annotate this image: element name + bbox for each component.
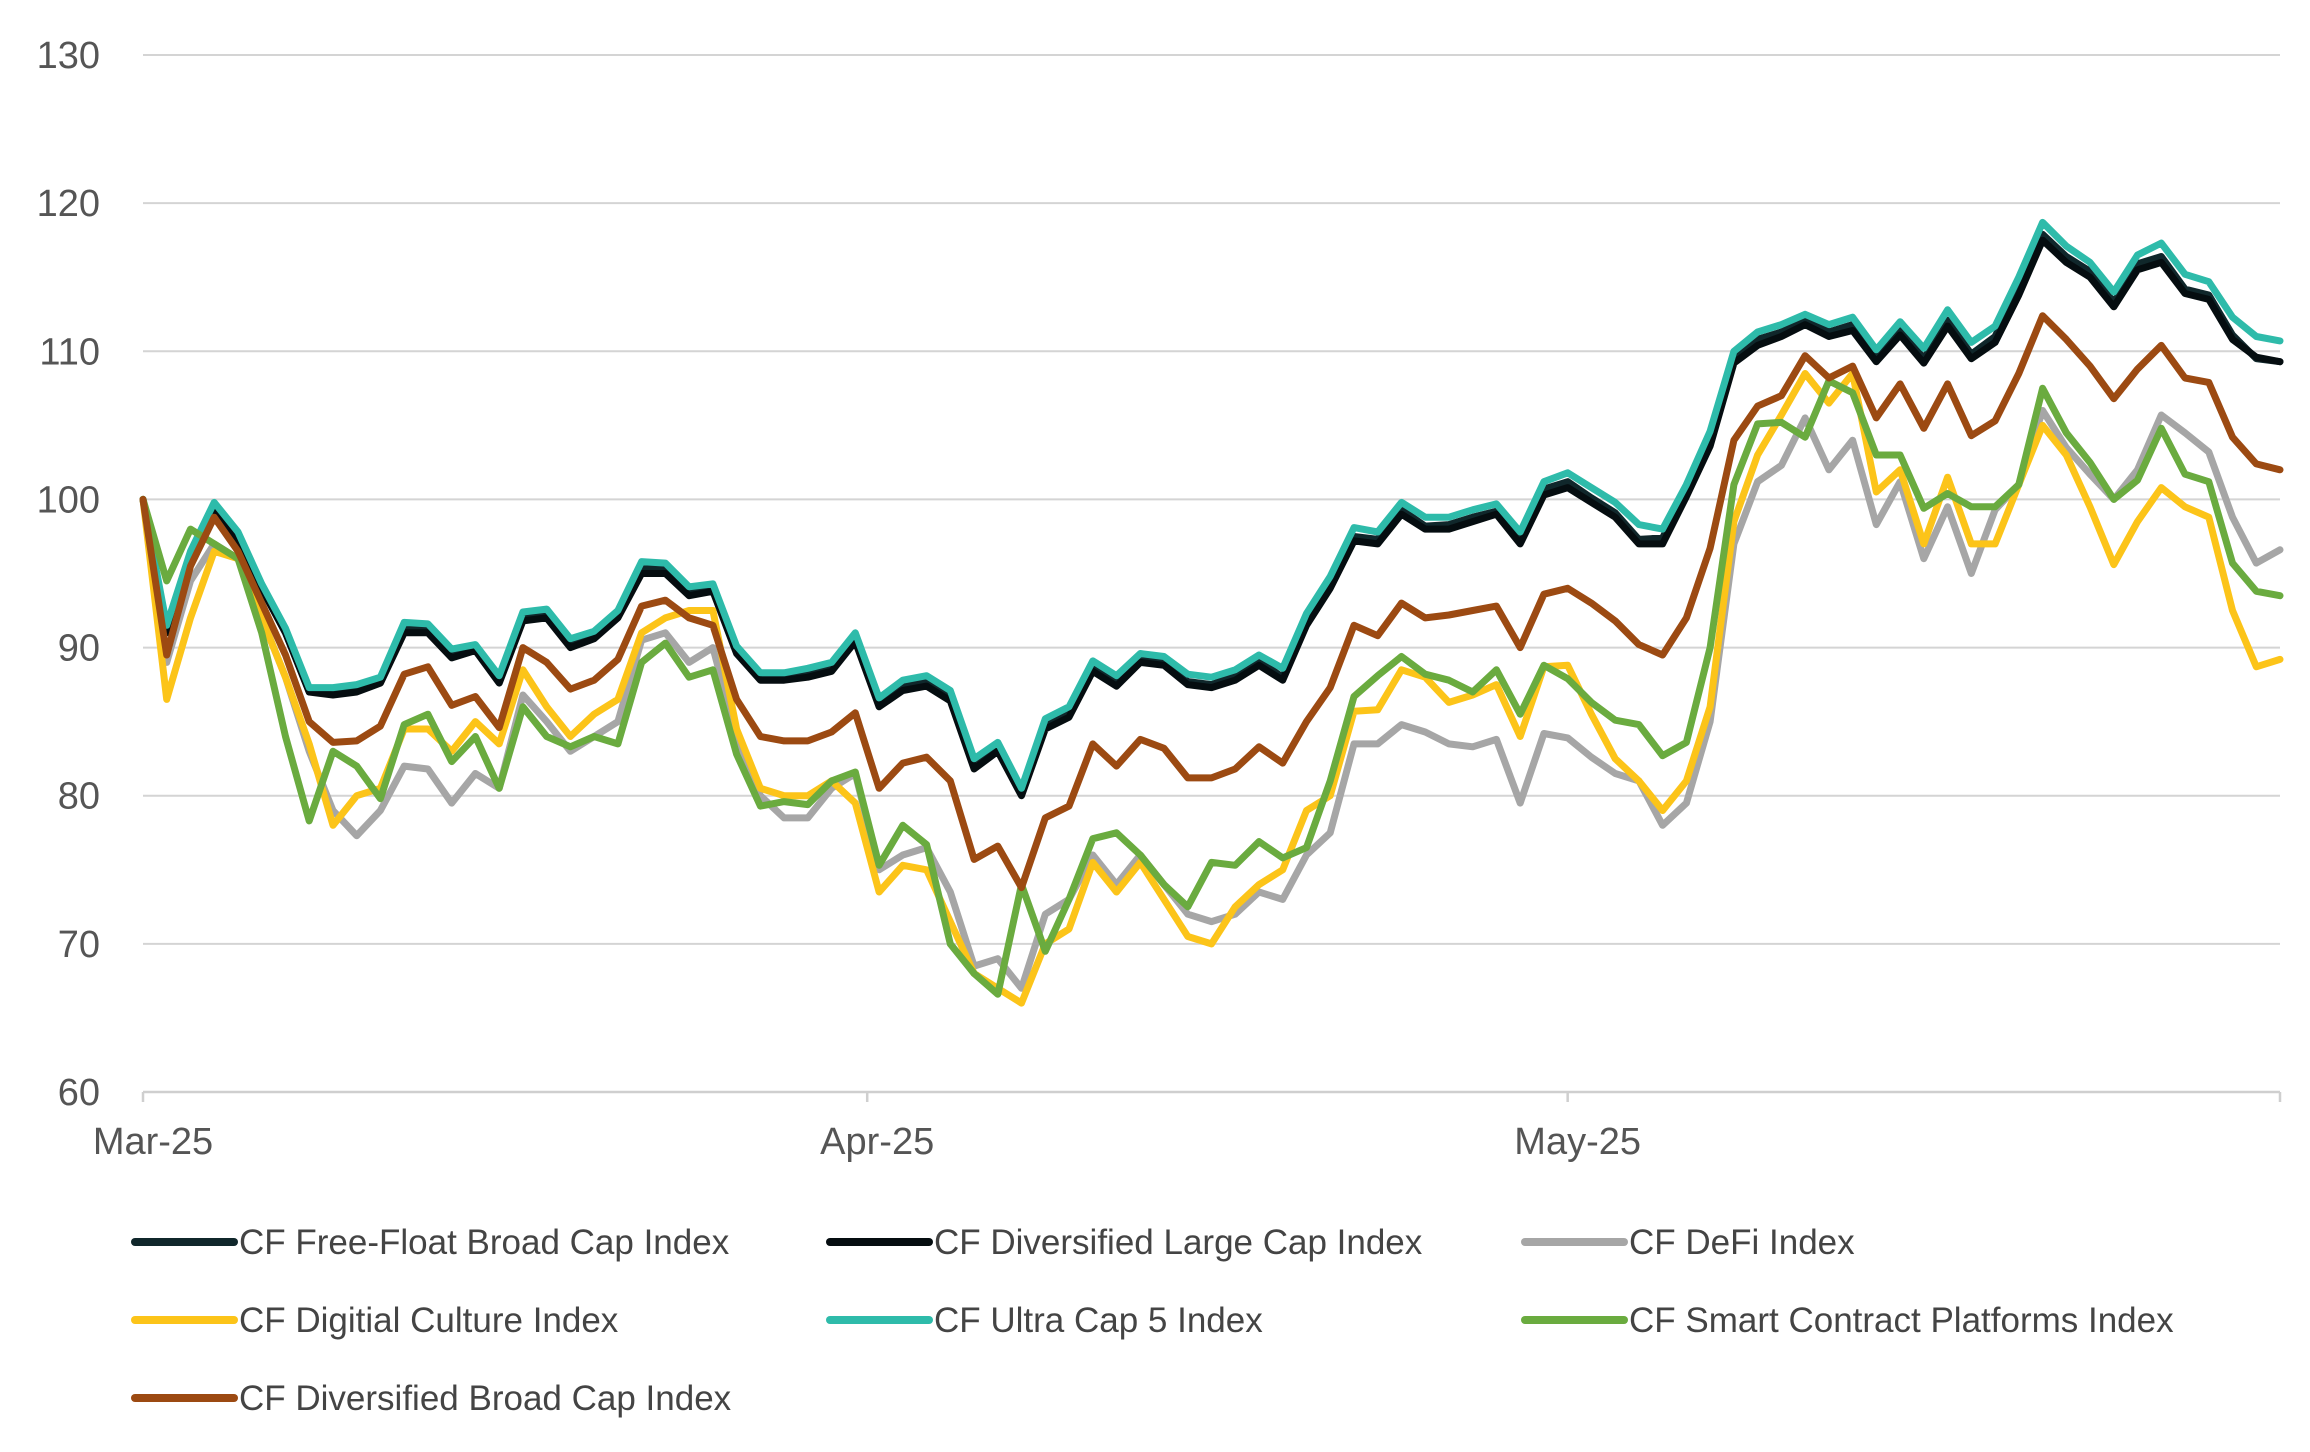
y-tick-label: 100 (37, 479, 100, 521)
y-axis-ticks: 60 70 80 90 100 110 120 130 (37, 35, 100, 1114)
y-tick-label: 80 (58, 776, 100, 818)
legend: CF Free-Float Broad Cap Index CF Diversif… (131, 1223, 2174, 1418)
gridlines (143, 54, 2280, 1094)
legend-label: CF Smart Contract Platforms Index (1629, 1301, 2174, 1340)
x-tick-label: Apr-25 (820, 1121, 934, 1163)
series-line-6 (139, 377, 2284, 998)
y-tick-label: 110 (39, 331, 100, 373)
series-line-5 (139, 218, 2284, 792)
legend-label: CF Ultra Cap 5 Index (934, 1301, 1263, 1340)
series-lines (139, 218, 2284, 1007)
legend-label: CF DeFi Index (1629, 1223, 1855, 1262)
series-line-4 (139, 370, 2284, 1007)
series-line-7 (139, 312, 2284, 892)
legend-label: CF Digitial Culture Index (239, 1301, 619, 1340)
x-tick-label: May-25 (1514, 1121, 1641, 1163)
legend-label: CF Free-Float Broad Cap Index (239, 1223, 730, 1262)
y-tick-label: 70 (58, 924, 100, 966)
x-axis-ticks: Mar-25 Apr-25 May-25 (93, 1092, 2282, 1163)
y-tick-label: 90 (58, 628, 100, 670)
legend-label: CF Diversified Large Cap Index (934, 1223, 1423, 1262)
y-tick-label: 60 (58, 1072, 100, 1114)
x-tick-label: Mar-25 (93, 1121, 213, 1163)
y-tick-label: 130 (37, 35, 100, 77)
legend-label: CF Diversified Broad Cap Index (239, 1379, 732, 1418)
series-line-2 (139, 236, 2284, 800)
y-tick-label: 120 (37, 183, 100, 225)
